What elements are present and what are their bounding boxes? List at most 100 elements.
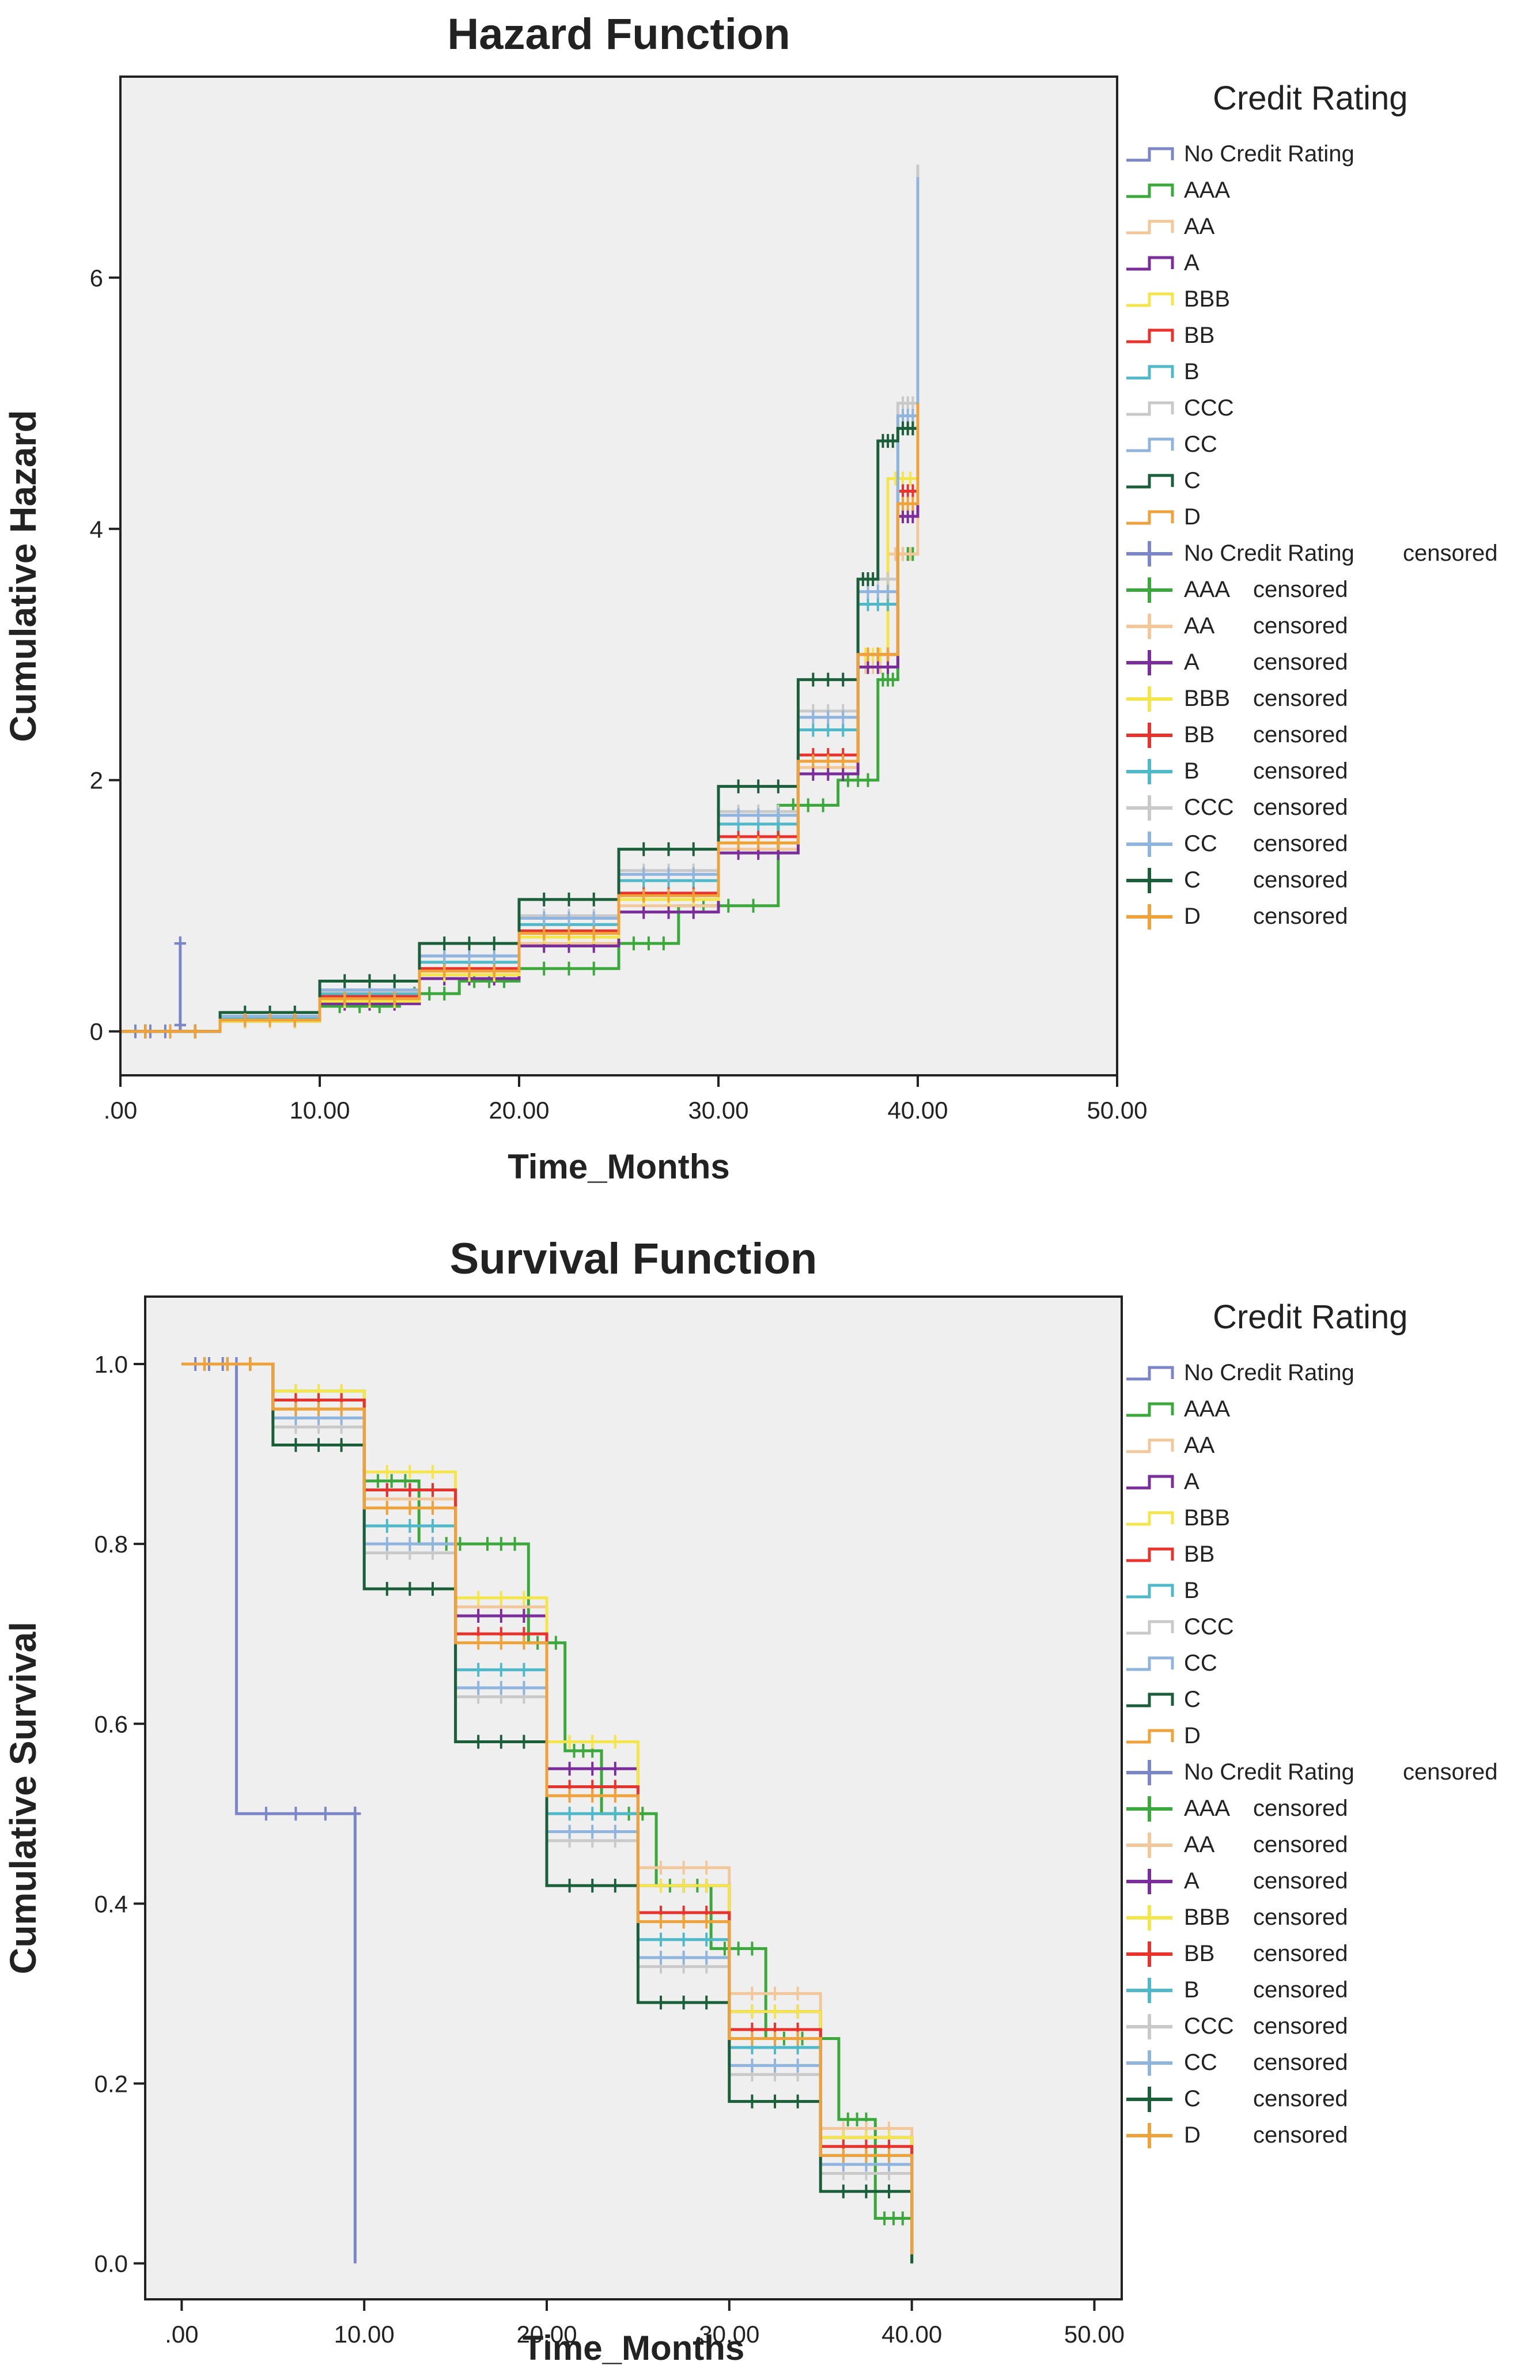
y-tick-label: 0 xyxy=(90,1018,103,1045)
censor-marker xyxy=(746,2031,758,2046)
censor-marker xyxy=(463,964,475,979)
y-axis-label: Cumulative Survival xyxy=(2,1622,44,1974)
censor-marker xyxy=(862,584,874,599)
legend-censored-label: censored xyxy=(1253,795,1348,820)
censor-marker xyxy=(837,2148,849,2163)
legend-censor-entry: C xyxy=(1184,867,1201,893)
censor-marker xyxy=(495,1735,507,1749)
censor-marker xyxy=(290,1807,302,1821)
legend-censor-entry: AA xyxy=(1184,613,1215,639)
censor-marker xyxy=(404,1582,416,1596)
legend-title: Credit Rating xyxy=(1213,1298,1407,1336)
censor-marker xyxy=(563,1735,576,1749)
x-tick-label: 50.00 xyxy=(1087,1097,1147,1124)
censor-marker xyxy=(472,1591,485,1605)
censor-marker xyxy=(463,949,475,963)
censor-marker xyxy=(627,936,640,951)
plot-area xyxy=(144,1295,1123,2300)
censor-marker xyxy=(609,1789,621,1803)
censor-marker xyxy=(495,1635,507,1650)
legend-censor-swatch xyxy=(1126,832,1172,857)
legend-swatch xyxy=(1126,474,1174,489)
legend-entry: CCC xyxy=(1184,395,1234,421)
censor-marker xyxy=(588,961,600,976)
censor-marker xyxy=(678,1860,690,1875)
censor-marker xyxy=(642,936,654,951)
censor-marker xyxy=(907,509,919,523)
legend-swatch xyxy=(1126,256,1174,271)
censor-marker xyxy=(563,1762,576,1776)
censor-marker xyxy=(372,1474,384,1488)
censor-marker xyxy=(495,1680,507,1695)
legend-censor-swatch xyxy=(1126,1796,1172,1822)
censor-marker xyxy=(438,936,451,951)
legend-censor-entry: CCC xyxy=(1184,2013,1234,2039)
legend-censored-label: censored xyxy=(1253,613,1348,639)
legend-censor-swatch xyxy=(1126,2050,1172,2076)
censor-marker xyxy=(701,1860,713,1875)
y-tick-label: 0.0 xyxy=(94,2250,128,2277)
censor-marker xyxy=(404,1465,416,1479)
censor-marker xyxy=(772,779,784,794)
legend-censor-swatch xyxy=(1126,759,1172,784)
censor-marker xyxy=(883,2184,895,2198)
legend-swatch xyxy=(1126,328,1174,343)
censor-marker xyxy=(807,723,819,737)
censor-marker xyxy=(746,1986,758,2001)
x-axis-label: Time_Months xyxy=(523,2329,745,2367)
censor-marker xyxy=(905,471,917,486)
censor-marker xyxy=(752,779,765,794)
censor-marker xyxy=(609,1807,621,1821)
censor-marker xyxy=(663,842,675,856)
censor-marker xyxy=(388,974,400,988)
censor-marker xyxy=(488,964,500,979)
censor-marker xyxy=(655,1860,667,1875)
censor-marker xyxy=(807,710,819,724)
censor-marker xyxy=(837,754,849,769)
censor-marker xyxy=(882,597,894,611)
legend-swatch xyxy=(1126,401,1174,416)
censor-marker xyxy=(822,673,834,687)
censor-marker xyxy=(563,1824,576,1839)
legend-censor-entry: AAA xyxy=(1184,577,1230,602)
censor-marker xyxy=(746,2094,758,2109)
censor-marker xyxy=(746,1941,758,1956)
censor-marker xyxy=(722,898,735,913)
censor-marker xyxy=(882,647,894,662)
legend-censor-entry: A xyxy=(1184,1868,1200,1894)
censor-marker xyxy=(887,673,899,687)
censor-marker xyxy=(802,798,814,813)
x-tick-label: 10.00 xyxy=(289,1097,350,1124)
censor-marker xyxy=(312,1402,324,1416)
censor-marker xyxy=(426,1537,438,1551)
legend-swatch xyxy=(1126,365,1174,380)
censor-marker xyxy=(769,2094,781,2109)
censor-marker xyxy=(872,584,884,599)
censor-marker xyxy=(426,1582,438,1596)
censor-marker xyxy=(385,1474,398,1488)
censor-marker xyxy=(563,961,575,976)
legend-swatch xyxy=(1126,437,1174,452)
censor-marker xyxy=(463,936,475,951)
x-axis-label: Time_Months xyxy=(508,1147,730,1186)
x-tick-label: 10.00 xyxy=(334,2321,395,2348)
legend-censor-swatch xyxy=(1126,1978,1172,2003)
legend-swatch xyxy=(1126,147,1174,162)
legend-censor-swatch xyxy=(1126,541,1172,566)
legend-censored-label: censored xyxy=(1253,867,1348,893)
censor-marker xyxy=(678,1951,690,1965)
censor-marker xyxy=(426,1518,438,1533)
series-line-d xyxy=(181,1362,914,2254)
censor-marker xyxy=(655,1914,667,1929)
censor-marker xyxy=(587,1879,599,1893)
legend-censor-entry: AAA xyxy=(1184,1796,1230,1821)
legend-censor-swatch xyxy=(1126,1941,1172,1967)
legend-entry: B xyxy=(1184,1578,1200,1603)
censor-marker xyxy=(563,892,575,906)
y-tick-label: 0.4 xyxy=(94,1890,128,1917)
x-tick-label: 30.00 xyxy=(688,1097,748,1124)
legend-censor-swatch xyxy=(1126,904,1172,930)
censor-marker xyxy=(472,1635,485,1650)
